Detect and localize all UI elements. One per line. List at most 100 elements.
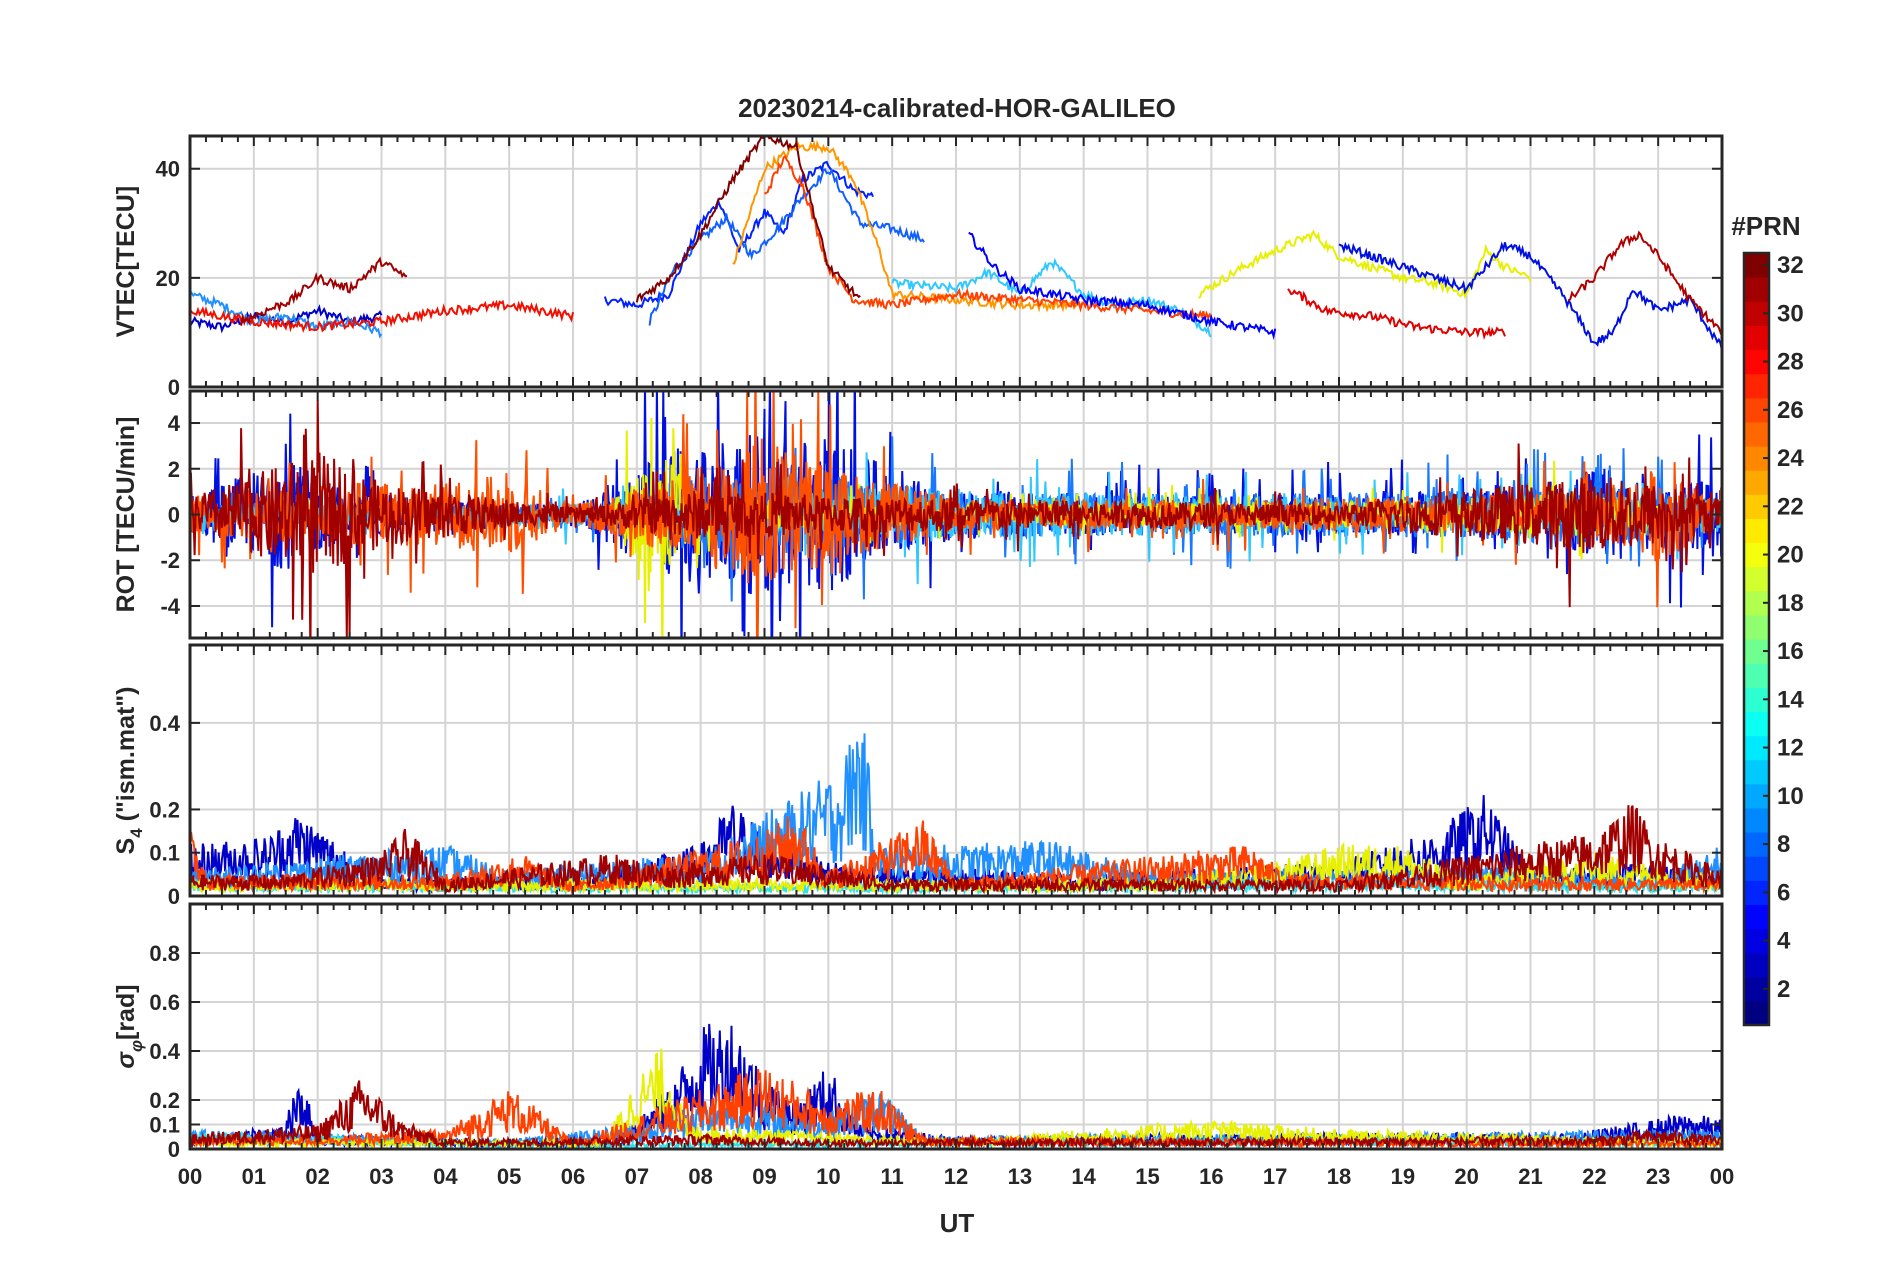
- y-axis-label: VTEC[TECU]: [112, 186, 140, 337]
- x-tick-label: 05: [497, 1164, 521, 1189]
- panel-s4: 0 0.1 0.2 0.4S4 ("ism.mat"): [112, 643, 1724, 909]
- y-tick-label: 0: [168, 375, 180, 400]
- x-tick-label: 06: [561, 1164, 585, 1189]
- x-tick-label: 16: [1199, 1164, 1223, 1189]
- colorbar-tick-label: 30: [1777, 300, 1804, 327]
- x-tick-label: 08: [688, 1164, 712, 1189]
- y-tick-label: 0.2: [149, 1088, 180, 1113]
- y-label-main: σ: [112, 1051, 140, 1069]
- x-tick-label: 07: [625, 1164, 649, 1189]
- y-tick-label: -4: [160, 594, 180, 619]
- x-tick-label: 00: [178, 1164, 202, 1189]
- colorbar-tick-label: 10: [1777, 783, 1804, 810]
- colorbar-tick-label: 16: [1777, 638, 1804, 665]
- series-line-prn-23: [732, 139, 1085, 313]
- series-line-prn-31: [240, 256, 408, 326]
- y-tick-label: 0.1: [149, 841, 180, 866]
- colorbar-segment: [1744, 518, 1769, 544]
- x-tick-label: 14: [1071, 1164, 1096, 1189]
- series-line-prn-4: [968, 231, 1277, 341]
- y-tick-label: 0: [168, 884, 180, 909]
- colorbar-segment: [1744, 470, 1769, 495]
- y-tick-label: 0: [168, 1137, 180, 1162]
- chart-title: 20230214-calibrated-HOR-GALILEO: [738, 93, 1176, 123]
- x-tick-label: 09: [752, 1164, 776, 1189]
- series-line-prn-20: [1198, 229, 1532, 300]
- y-tick-label: 40: [156, 157, 180, 182]
- colorbar-segment: [1744, 856, 1769, 881]
- series-line-prn-32: [635, 136, 861, 303]
- x-tick-label: 12: [944, 1164, 968, 1189]
- x-tick-label: 21: [1518, 1164, 1542, 1189]
- x-tick-label: 22: [1582, 1164, 1606, 1189]
- y-tick-label: 2: [168, 457, 180, 482]
- x-tick-label: 17: [1263, 1164, 1287, 1189]
- y-label-subscript: 4: [127, 828, 146, 838]
- colorbar-segment: [1744, 952, 1769, 978]
- colorbar-tick-label: 18: [1777, 590, 1804, 617]
- y-tick-label: 0.2: [149, 797, 180, 822]
- panel-rot: -4 -2 0 2 4 ROT [TECU/min]: [112, 389, 1724, 640]
- colorbar-segment: [1744, 1000, 1769, 1026]
- colorbar-segment: [1744, 614, 1769, 640]
- colorbar-frame: [1742, 251, 1771, 1027]
- series-line-prn-12: [891, 257, 1212, 338]
- series-group: [190, 136, 1722, 352]
- y-tick-label: 0.6: [149, 990, 180, 1015]
- y-axis-label: S4 ("ism.mat"): [112, 687, 146, 855]
- colorbar-tick-label: 6: [1777, 879, 1790, 906]
- x-tick-label: 03: [369, 1164, 393, 1189]
- series-line-prn-5: [603, 160, 874, 310]
- x-tick-label: 10: [816, 1164, 840, 1189]
- colorbar-tick-label: 26: [1777, 397, 1804, 424]
- y-axis-label: ROT [TECU/min]: [112, 417, 140, 613]
- y-axis-label: σφ[rad]: [112, 984, 146, 1068]
- x-tick-label: 19: [1391, 1164, 1415, 1189]
- colorbar-segment: [1744, 325, 1769, 351]
- y-tick-label: 0.8: [149, 941, 180, 966]
- y-tick-label: 0.4: [149, 711, 180, 736]
- colorbar-tick-label: 22: [1777, 493, 1804, 520]
- x-tick-label: 23: [1646, 1164, 1670, 1189]
- x-tick-label: 11: [881, 1164, 904, 1189]
- series-line-prn-31: [190, 400, 1722, 638]
- colorbar-tick-label: 8: [1777, 831, 1790, 858]
- series-line-prn-28: [190, 299, 574, 333]
- y-tick-label: 20: [156, 266, 180, 291]
- colorbar-tick-label: 2: [1777, 976, 1790, 1003]
- colorbar-segment: [1744, 373, 1769, 399]
- x-tick-label: 04: [433, 1164, 458, 1189]
- colorbar-segment: [1744, 759, 1769, 785]
- colorbar-segment: [1744, 904, 1769, 930]
- series-group: [190, 391, 1722, 638]
- y-tick-label: -2: [160, 548, 180, 573]
- colorbar-tick-label: 14: [1777, 686, 1804, 713]
- panel-sigma_phi: 00.10.20.40.60.8σφ[rad]00 01 02 03 04 05 06 07 0…: [112, 902, 1734, 1189]
- colorbar-segment: [1744, 807, 1769, 833]
- y-tick-label: 0: [168, 503, 180, 528]
- colorbar-tick-label: 12: [1777, 735, 1804, 762]
- y-tick-label: 4: [168, 411, 181, 436]
- series-line-prn-30: [1568, 230, 1722, 335]
- y-label-subscript: φ: [127, 1040, 146, 1052]
- x-tick-label: 00: [1710, 1164, 1734, 1189]
- x-tick-label: 20: [1454, 1164, 1478, 1189]
- colorbar-tick-label: 28: [1777, 349, 1804, 376]
- x-axis-label: UT: [940, 1208, 975, 1238]
- x-tick-label: 01: [242, 1164, 266, 1189]
- colorbar: 32 30 28 26 24 22 20 18 16 14 12 10 8 6 4 2 #PRN: [1731, 211, 1804, 1027]
- y-tick-label: 0.4: [149, 1039, 180, 1064]
- y-tick-label: 0.1: [149, 1113, 180, 1138]
- colorbar-tick-label: 24: [1777, 445, 1804, 472]
- colorbar-segment: [1744, 711, 1769, 737]
- colorbar-label: #PRN: [1731, 211, 1800, 241]
- colorbar-tick-label: 20: [1777, 542, 1804, 569]
- y-label-rest: [rad]: [112, 984, 140, 1040]
- series-line-prn-29: [1287, 288, 1506, 341]
- colorbar-tick-label: 4: [1777, 928, 1791, 955]
- y-label-main: S: [112, 838, 140, 855]
- series-line-prn-26: [764, 155, 1213, 321]
- colorbar-segment: [1744, 566, 1769, 592]
